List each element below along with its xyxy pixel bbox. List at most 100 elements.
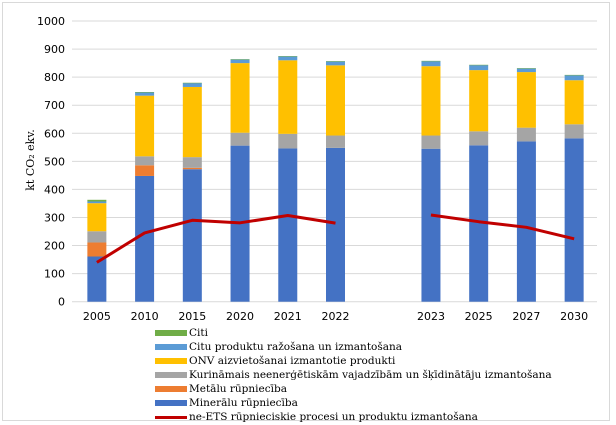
legend-label: Kurināmais neenerģētiskām vajadzībām un … [189, 369, 552, 381]
bar-segment [516, 68, 536, 69]
bar-segment [87, 201, 107, 204]
bar-stack-2025 [469, 64, 489, 302]
line-segment-2 [430, 213, 575, 241]
bar-segment [182, 82, 202, 84]
bar-segment [278, 56, 298, 61]
bar-segment [87, 203, 107, 232]
bar-stack-2020 [230, 59, 250, 302]
bar-segment [87, 256, 107, 302]
x-tick-label: 2027 [512, 310, 540, 323]
legend-label: Metālu rūpniecība [189, 383, 287, 395]
y-tick-label: 600 [44, 127, 65, 140]
legend-item: ne-ETS rūpnieciskie procesi un produktu … [155, 410, 552, 424]
legend-color-swatch [155, 400, 187, 406]
legend-color-swatch [155, 344, 187, 350]
bars [87, 56, 584, 302]
bar-segment [421, 135, 441, 149]
bar-segment [135, 95, 155, 157]
bar-segment [230, 63, 250, 133]
x-tick-label: 2005 [83, 310, 111, 323]
bar-stack-2005 [87, 199, 107, 302]
bar-segment [135, 175, 155, 302]
x-axis-ticks: 2005 2010 2015 2020 2021 2022 2023 2025 2027 2030 [83, 310, 588, 323]
bar-segment [182, 157, 202, 168]
y-axis-ticks: 0 100 200 300 400 500 600 700 800 900 1000 [37, 15, 65, 309]
bar-stack-2022 [326, 61, 345, 302]
bar-segment [564, 80, 584, 125]
y-tick-label: 500 [44, 155, 65, 168]
bar-segment [469, 70, 489, 132]
x-tick-label: 2021 [274, 310, 302, 323]
y-tick-label: 800 [44, 71, 65, 84]
bar-segment [135, 156, 155, 166]
line-series [96, 213, 575, 264]
bar-segment [516, 72, 536, 128]
legend-item: Metālu rūpniecība [155, 382, 552, 396]
bar-segment [469, 131, 489, 146]
bar-segment [87, 242, 107, 257]
bar-segment [326, 61, 345, 66]
legend-line-swatch [155, 415, 187, 419]
x-tick-label: 2030 [560, 310, 588, 323]
bar-segment [421, 61, 441, 67]
bar-segment [564, 138, 584, 302]
bar-segment [326, 61, 345, 62]
y-axis-label: kt CO₂ ekv. [24, 129, 37, 191]
bar-stack-2030 [564, 74, 584, 302]
bar-segment [182, 86, 202, 158]
x-tick-label: 2023 [417, 310, 445, 323]
bar-segment [564, 74, 584, 76]
bar-segment [421, 66, 441, 136]
y-tick-label: 700 [44, 99, 65, 112]
bar-segment [278, 60, 298, 134]
bar-segment [326, 65, 345, 136]
legend-label: Minerālu rūpniecība [189, 397, 298, 409]
y-tick-label: 300 [44, 211, 65, 224]
bar-segment [516, 127, 536, 142]
bar-segment [135, 92, 155, 93]
bar-segment [230, 59, 250, 64]
bar-segment [326, 135, 345, 148]
bar-segment [326, 147, 345, 302]
bar-segment [564, 124, 584, 139]
legend-item: Kurināmais neenerģētiskām vajadzībām un … [155, 368, 552, 382]
line-segment-1 [96, 214, 336, 264]
legend-color-swatch [155, 358, 187, 364]
x-tick-label: 2010 [131, 310, 159, 323]
legend-label: ONV aizvietošanai izmantotie produkti [189, 355, 396, 367]
bar-stack-2015 [182, 82, 202, 302]
bar-segment [278, 133, 298, 149]
legend: Citi Citu produktu ražošana un izmantošan… [155, 326, 552, 424]
legend-color-swatch [155, 386, 187, 392]
bar-segment [278, 148, 298, 302]
bar-stack-2021 [278, 56, 298, 302]
y-tick-label: 0 [58, 296, 65, 309]
legend-item: Minerālu rūpniecība [155, 396, 552, 410]
x-tick-label: 2020 [226, 310, 254, 323]
legend-label: Citi [189, 327, 208, 339]
bar-segment [135, 165, 155, 176]
bar-segment [516, 141, 536, 302]
legend-color-swatch [155, 372, 187, 378]
bar-stack-2010 [135, 92, 155, 302]
legend-item: Citi [155, 326, 552, 340]
x-tick-label: 2022 [322, 310, 350, 323]
bar-segment [278, 56, 298, 57]
x-tick-label: 2025 [465, 310, 493, 323]
x-tick-label: 2015 [178, 310, 206, 323]
y-tick-label: 400 [44, 183, 65, 196]
bar-segment [230, 132, 250, 146]
bar-segment [230, 59, 250, 60]
bar-segment [564, 75, 584, 81]
bar-segment [469, 64, 489, 66]
bar-segment [135, 92, 155, 96]
bar-segment [87, 231, 107, 243]
y-tick-label: 100 [44, 268, 65, 281]
legend-label: ne-ETS rūpnieciskie procesi un produktu … [189, 411, 478, 423]
bar-segment [421, 148, 441, 302]
bar-segment [469, 65, 489, 71]
y-tick-label: 900 [44, 43, 65, 56]
y-tick-label: 1000 [37, 15, 65, 28]
legend-label: Citu produktu ražošana un izmantošana [189, 341, 403, 353]
